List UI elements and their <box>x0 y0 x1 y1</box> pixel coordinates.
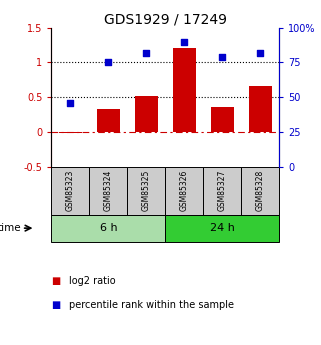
Text: GSM85323: GSM85323 <box>66 170 75 211</box>
Text: GSM85324: GSM85324 <box>104 170 113 211</box>
Bar <box>135 96 158 132</box>
Text: GSM85327: GSM85327 <box>218 170 227 211</box>
Text: GSM85326: GSM85326 <box>180 170 189 211</box>
Text: time: time <box>0 223 22 233</box>
Point <box>68 100 73 106</box>
Text: percentile rank within the sample: percentile rank within the sample <box>69 300 234 310</box>
Bar <box>59 132 82 133</box>
Bar <box>89 167 127 215</box>
Text: 24 h: 24 h <box>210 223 235 233</box>
Bar <box>51 215 165 242</box>
Text: ■: ■ <box>51 276 61 286</box>
Bar <box>97 109 120 132</box>
Point <box>106 60 111 65</box>
Point <box>258 50 263 56</box>
Bar <box>165 167 203 215</box>
Point <box>182 39 187 44</box>
Bar <box>211 107 234 132</box>
Text: GSM85325: GSM85325 <box>142 170 151 211</box>
Bar <box>249 86 272 132</box>
Bar <box>241 167 279 215</box>
Bar <box>173 48 196 132</box>
Text: 6 h: 6 h <box>100 223 117 233</box>
Text: ■: ■ <box>51 300 61 310</box>
Point <box>144 50 149 56</box>
Bar <box>127 167 165 215</box>
Title: GDS1929 / 17249: GDS1929 / 17249 <box>104 12 227 27</box>
Point <box>220 54 225 60</box>
Bar <box>51 167 89 215</box>
Bar <box>165 215 279 242</box>
Text: GSM85328: GSM85328 <box>256 170 265 211</box>
Text: log2 ratio: log2 ratio <box>69 276 116 286</box>
Bar <box>203 167 241 215</box>
